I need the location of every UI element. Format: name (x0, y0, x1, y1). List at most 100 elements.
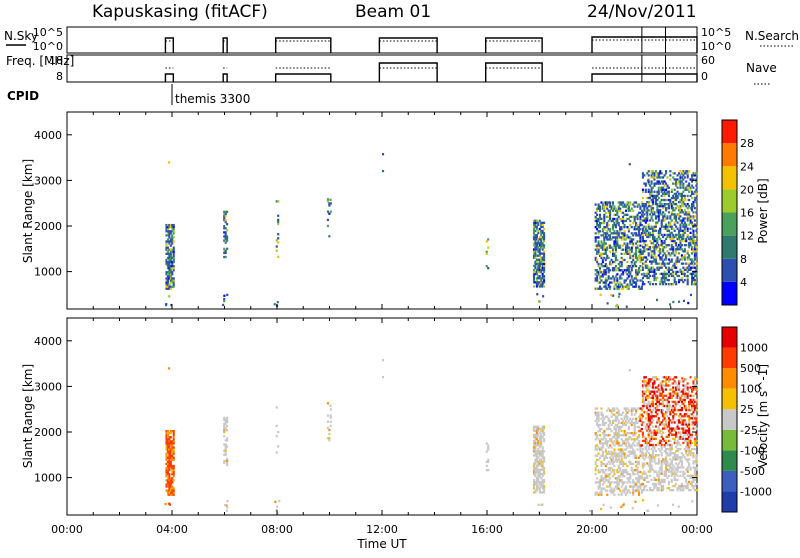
y-tick-label: 1000 (34, 266, 62, 279)
data-cell (663, 394, 666, 397)
data-cell (672, 392, 675, 395)
data-cell (171, 493, 174, 496)
data-cell (543, 281, 546, 284)
data-cell (168, 242, 171, 245)
colorbar-swatch (722, 166, 737, 190)
data-cell (639, 450, 642, 453)
data-cell (675, 456, 678, 459)
data-cell (623, 234, 626, 237)
data-cell (637, 271, 641, 274)
data-cell (682, 235, 685, 239)
data-cell (541, 260, 544, 263)
data-cell (646, 229, 649, 232)
data-cell (657, 480, 660, 484)
data-cell (611, 421, 615, 425)
data-cell (165, 260, 168, 264)
data-cell (540, 452, 543, 455)
data-cell (617, 205, 620, 208)
data-cell (654, 221, 657, 224)
data-cell (677, 237, 681, 241)
data-cell (630, 438, 633, 441)
data-cell (540, 246, 543, 249)
data-cell (660, 489, 663, 492)
data-cell (651, 207, 655, 210)
data-cell (617, 413, 620, 416)
data-cell (643, 380, 646, 383)
data-cell (656, 198, 659, 202)
data-cell (604, 226, 607, 229)
data-cell (641, 447, 644, 451)
data-cell (171, 487, 174, 490)
data-cell (607, 475, 610, 478)
data-cell (629, 491, 632, 494)
data-cell (224, 251, 227, 255)
data-cell (541, 448, 544, 451)
data-cell (543, 478, 546, 482)
data-cell (695, 262, 698, 265)
data-cell (171, 277, 174, 280)
data-cell (535, 468, 538, 472)
data-cell (632, 258, 635, 262)
data-cell (626, 407, 629, 410)
data-cell (677, 217, 681, 220)
data-cell (653, 484, 656, 488)
data-cell (600, 256, 603, 260)
data-cell (617, 458, 620, 461)
data-cell (541, 425, 544, 428)
data-cell (686, 468, 689, 471)
velocity-ylabel: Slant Range [km] (21, 364, 35, 468)
data-cell (669, 376, 672, 379)
data-cell (670, 207, 673, 210)
data-cell (532, 483, 536, 486)
data-cell (622, 219, 625, 223)
data-cell (277, 233, 280, 236)
data-cell (619, 462, 622, 466)
data-cell (650, 268, 653, 271)
data-cell (610, 481, 613, 484)
data-cell (672, 227, 675, 230)
data-cell (166, 429, 169, 433)
data-cell (623, 502, 626, 505)
data-cell (636, 436, 639, 439)
data-cell (635, 256, 638, 260)
data-cell (653, 447, 656, 451)
data-cell (165, 281, 168, 284)
data-cell (611, 223, 615, 227)
data-cell (226, 424, 229, 428)
data-cell (651, 376, 655, 379)
data-cell (168, 223, 171, 227)
data-cell (597, 217, 600, 221)
colorbar-tick-label: 20 (740, 183, 754, 196)
data-cell (654, 462, 657, 465)
data-cell (657, 421, 660, 424)
data-cell (604, 450, 607, 453)
data-cell (685, 404, 688, 408)
data-cell (600, 507, 603, 511)
data-cell (690, 223, 694, 226)
data-cell (598, 254, 602, 258)
data-cell (650, 241, 653, 245)
data-cell (650, 262, 653, 265)
data-cell (620, 417, 623, 420)
data-cell (166, 230, 169, 233)
data-cell (624, 485, 628, 488)
data-cell (534, 229, 537, 233)
data-cell (647, 425, 650, 428)
data-cell (690, 272, 694, 276)
data-cell (686, 211, 689, 214)
data-cell (692, 394, 695, 397)
data-cell (690, 452, 694, 455)
data-cell (596, 458, 599, 461)
data-cell (628, 369, 631, 372)
data-cell (632, 407, 635, 410)
data-cell (692, 427, 695, 430)
data-cell (535, 476, 538, 480)
data-cell (680, 462, 683, 465)
data-cell (535, 285, 538, 288)
data-cell (623, 232, 626, 235)
data-cell (626, 264, 629, 268)
data-cell (543, 227, 546, 231)
data-cell (637, 203, 641, 206)
data-cell (644, 437, 647, 441)
